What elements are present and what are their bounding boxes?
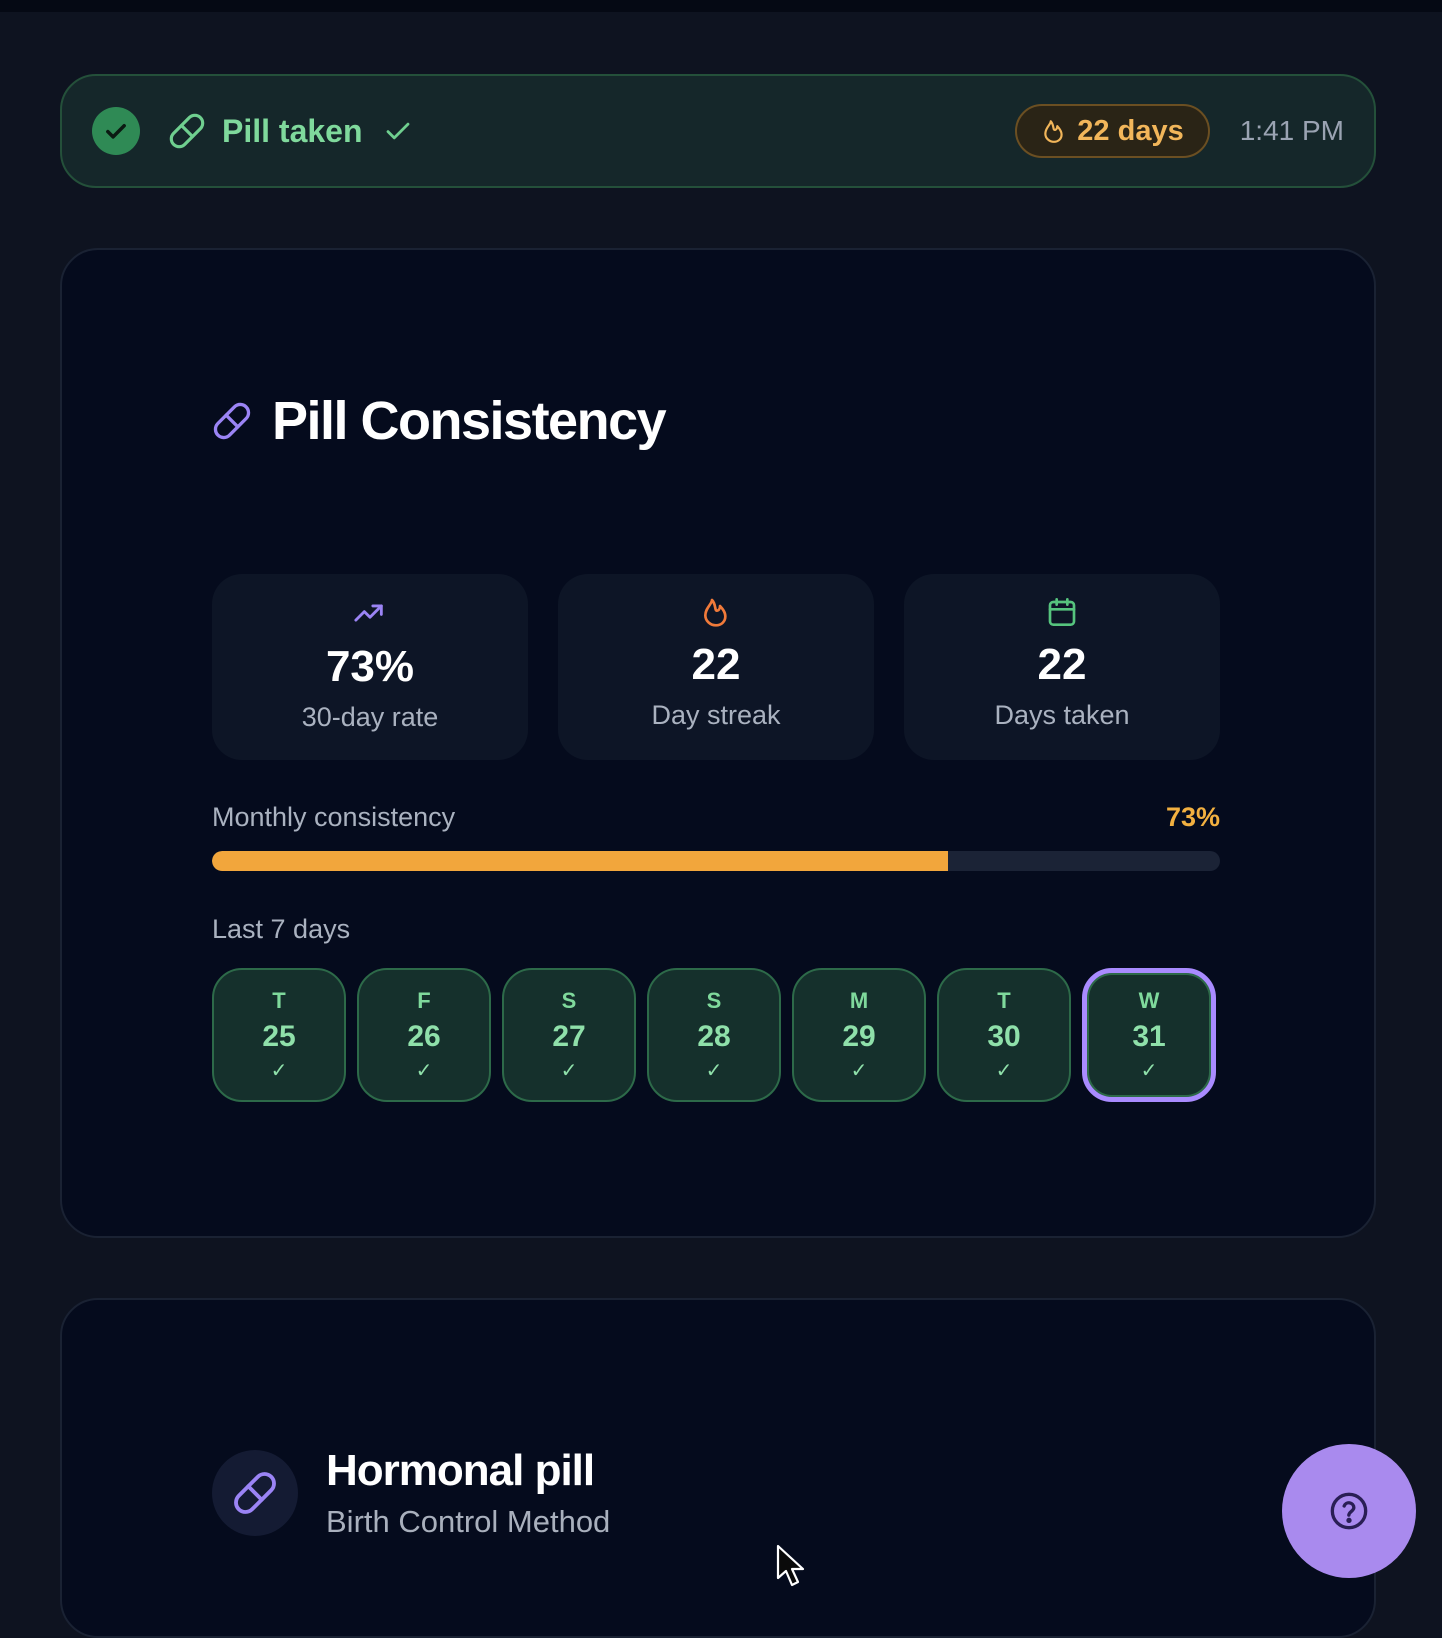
- window-top-strip: [0, 0, 1442, 12]
- pill-consistency-header: Pill Consistency: [212, 390, 667, 452]
- day-number: 31: [1132, 1019, 1166, 1053]
- day-number: 27: [552, 1019, 586, 1053]
- taken-check: ✓: [995, 1059, 1013, 1082]
- flame-icon: [704, 598, 727, 627]
- monthly-progress-bar: [212, 851, 1220, 871]
- section-title: Pill Consistency: [272, 391, 667, 451]
- method-header: Hormonal pill Birth Control Method: [212, 1446, 610, 1540]
- flame-icon: [1044, 120, 1063, 143]
- day-tile[interactable]: T 25 ✓: [212, 968, 346, 1102]
- trending-up-icon: [354, 604, 383, 622]
- calendar-icon: [1048, 598, 1076, 626]
- taken-check: ✓: [1140, 1059, 1158, 1082]
- day-tile[interactable]: S 27 ✓: [502, 968, 636, 1102]
- day-tile[interactable]: S 28 ✓: [647, 968, 781, 1102]
- taken-time: 1:41 PM: [1239, 115, 1344, 146]
- pill-icon: [168, 112, 206, 150]
- taken-check: ✓: [270, 1059, 288, 1082]
- mouse-cursor-icon: [776, 1544, 805, 1587]
- pill-consistency-card: Pill Consistency 73% 30-day rate 22 Day …: [60, 248, 1376, 1238]
- method-subtitle: Birth Control Method: [326, 1504, 611, 1539]
- day-tile[interactable]: M 29 ✓: [792, 968, 926, 1102]
- stat-value: 73%: [325, 642, 415, 691]
- streak-days-text: 22 days: [1077, 114, 1184, 147]
- taken-check: ✓: [415, 1059, 433, 1082]
- stat-label: Days taken: [994, 700, 1130, 730]
- birth-control-method-card[interactable]: Hormonal pill Birth Control Method: [60, 1298, 1376, 1638]
- taken-check: ✓: [705, 1059, 723, 1082]
- stat-value: 22: [691, 640, 741, 689]
- day-number: 26: [407, 1019, 441, 1053]
- day-number: 29: [842, 1019, 876, 1053]
- pill-taken-label: Pill taken: [222, 112, 363, 149]
- day-of-week: T: [272, 987, 286, 1013]
- last-7-days-row: T 25 ✓ F 26 ✓ S 27 ✓ S 28 ✓ M 29 ✓ T 30 ✓ W 31 ✓: [212, 968, 1216, 1102]
- monthly-progress-fill: [212, 851, 948, 871]
- taken-check: ✓: [850, 1059, 868, 1082]
- day-number: 28: [697, 1019, 731, 1053]
- taken-check: ✓: [560, 1059, 578, 1082]
- day-of-week: W: [1138, 987, 1160, 1013]
- day-tile[interactable]: T 30 ✓: [937, 968, 1071, 1102]
- stats-row: 73% 30-day rate 22 Day streak 22 Days ta…: [212, 574, 1220, 760]
- monthly-consistency: Monthly consistency 73%: [212, 802, 1220, 871]
- day-of-week: T: [997, 987, 1011, 1013]
- day-number: 25: [262, 1019, 296, 1053]
- stat-day-streak: 22 Day streak: [558, 574, 874, 760]
- help-button[interactable]: [1282, 1444, 1416, 1578]
- streak-badge: 22 days: [1015, 104, 1210, 158]
- day-number: 30: [987, 1019, 1021, 1053]
- method-title: Hormonal pill: [326, 1446, 595, 1495]
- stat-days-taken: 22 Days taken: [904, 574, 1220, 760]
- pill-icon: [212, 1450, 298, 1536]
- day-of-week: S: [561, 987, 577, 1013]
- monthly-consistency-value: 73%: [1165, 802, 1220, 832]
- stat-label: 30-day rate: [301, 702, 439, 732]
- check-icon: [383, 116, 413, 146]
- help-circle-icon: [1330, 1492, 1368, 1530]
- day-of-week: M: [849, 987, 869, 1013]
- day-tile-today[interactable]: W 31 ✓: [1082, 968, 1216, 1102]
- last-7-days-label: Last 7 days: [212, 914, 351, 944]
- day-tile[interactable]: F 26 ✓: [357, 968, 491, 1102]
- stat-value: 22: [1037, 640, 1087, 689]
- day-of-week: F: [417, 987, 431, 1013]
- stat-30-day-rate: 73% 30-day rate: [212, 574, 528, 760]
- pill-icon: [213, 402, 251, 440]
- check-circle-icon: [92, 107, 140, 155]
- monthly-consistency-label: Monthly consistency: [212, 802, 456, 832]
- stat-label: Day streak: [651, 700, 781, 730]
- day-of-week: S: [706, 987, 722, 1013]
- pill-status-banner[interactable]: Pill taken 22 days 1:41 PM: [60, 74, 1376, 188]
